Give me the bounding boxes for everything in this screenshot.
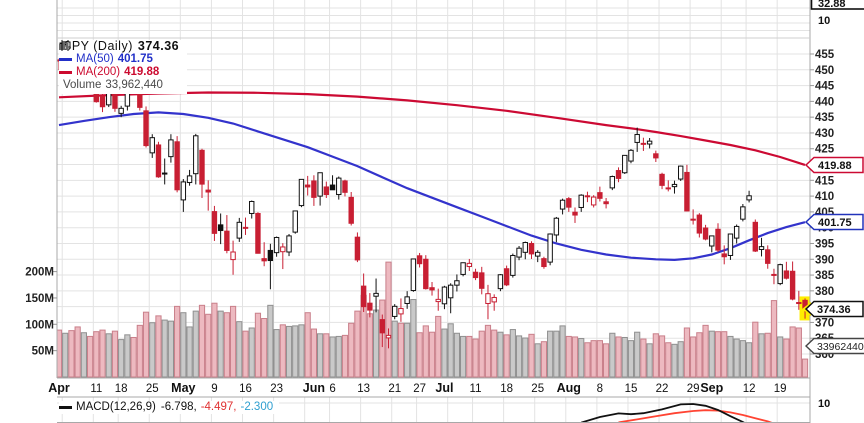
x-axis-label: 11 (90, 383, 102, 395)
ma50-axis-tag: 401.75 (804, 213, 864, 231)
price-tick-label: 425 (815, 144, 835, 156)
macd-label: MACD(12,26,9) (76, 401, 156, 413)
price-tick-label: 440 (815, 96, 834, 108)
top-panel-value-box: 32.88 (810, 0, 864, 10)
price-tick-label: 385 (815, 270, 835, 282)
x-axis-label: Jul (435, 381, 453, 395)
ma200-axis-tag: 419.88 (804, 156, 864, 174)
legend-symbol-row: SPY (Daily) 374.36 (59, 40, 179, 53)
ma50-line-icon (59, 58, 72, 61)
price-tick-label: 445 (815, 81, 835, 93)
volume-label: Volume (63, 79, 102, 91)
chart-legend: SPY (Daily) 374.36 MA(50) 401.75 MA(200) … (59, 40, 188, 94)
x-axis-label: 29 (687, 383, 700, 395)
volume-axis-tag: 33962440 (804, 337, 864, 355)
x-axis-label: 16 (239, 383, 252, 395)
x-axis-label: 6 (329, 383, 335, 395)
symbol-label: SPY (Daily) 374.36 (63, 39, 180, 53)
x-axis-label: May (171, 381, 195, 395)
x-axis-label: 11 (470, 383, 482, 395)
ma200-line (58, 91, 806, 166)
x-axis-label: 25 (531, 383, 544, 395)
price-tick-label: 455 (815, 49, 835, 61)
price-tick-label: 435 (815, 112, 835, 124)
volume-tick-label: 50M (32, 346, 54, 358)
ma50-value: 401.75 (117, 53, 153, 65)
macd-signal-value: -4.497, (200, 401, 237, 413)
x-axis-label: Sep (700, 381, 723, 395)
macd-panel-axis-tick: 10 (818, 398, 830, 410)
x-axis-label: 18 (500, 383, 513, 395)
price-tick-label: 415 (815, 175, 835, 187)
macd-legend: MACD(12,26,9) -6.798, -4.497, -2.300 (59, 401, 280, 414)
ma200-value: 419.88 (124, 66, 160, 78)
x-axis-label: 13 (357, 383, 370, 395)
x-axis-label: 22 (656, 383, 669, 395)
volume-tick-label: 200M (25, 267, 54, 279)
svg-text:32.88: 32.88 (818, 0, 846, 10)
ma50-label: MA(50) (76, 53, 114, 65)
legend-volume-row: Volume 33,962,440 (59, 41, 179, 92)
price-tick-label: 390 (815, 254, 834, 266)
svg-text:33962440: 33962440 (817, 341, 864, 353)
price-tick-label: 410 (815, 191, 834, 203)
x-axis-label: Apr (48, 381, 70, 395)
x-axis-label: 9 (211, 383, 217, 395)
x-axis-label: 19 (774, 383, 787, 395)
x-axis-label: 15 (625, 383, 638, 395)
x-axis-label: Jun (303, 381, 325, 395)
x-axis-label: 8 (597, 383, 603, 395)
macd-line (580, 403, 746, 423)
legend-ma50-row: MA(50) 401.75 (59, 53, 179, 66)
price-tick-label: 370 (815, 317, 834, 329)
x-axis-label: 25 (146, 383, 159, 395)
price-tick-label: 450 (815, 65, 834, 77)
x-axis-label: 27 (413, 383, 426, 395)
x-axis-label: 12 (743, 383, 756, 395)
volume-tick-label: 100M (25, 319, 54, 331)
legend-ma200-row: MA(200) 419.88 (59, 66, 179, 79)
svg-text:374.36: 374.36 (817, 304, 851, 316)
x-axis-label: 21 (388, 383, 401, 395)
ma50-line (58, 111, 806, 262)
svg-text:419.88: 419.88 (818, 160, 852, 172)
ma200-line-icon (59, 71, 72, 74)
volume-value: 33,962,440 (105, 79, 163, 91)
macd-line-icon (59, 405, 72, 409)
price-tick-label: 380 (815, 286, 834, 298)
price-tick-label: 395 (815, 238, 835, 250)
last-price-axis-tag: 374.36 (802, 300, 864, 318)
volume-tick-label: 150M (25, 293, 54, 305)
top-panel-axis-tick: 10 (818, 15, 830, 27)
x-axis-label: 18 (115, 383, 128, 395)
macd-value: -6.798, (160, 401, 197, 413)
x-axis-label: 23 (270, 383, 283, 395)
macd-panel-content (580, 403, 774, 423)
macd-signal-line (618, 409, 774, 423)
symbol-last-price: 374.36 (137, 39, 180, 53)
ma200-label: MA(200) (76, 66, 121, 78)
price-tick-label: 430 (815, 128, 834, 140)
x-axis-label: Aug (557, 381, 581, 395)
macd-hist-value: -2.300 (240, 401, 274, 413)
svg-text:401.75: 401.75 (818, 217, 852, 229)
